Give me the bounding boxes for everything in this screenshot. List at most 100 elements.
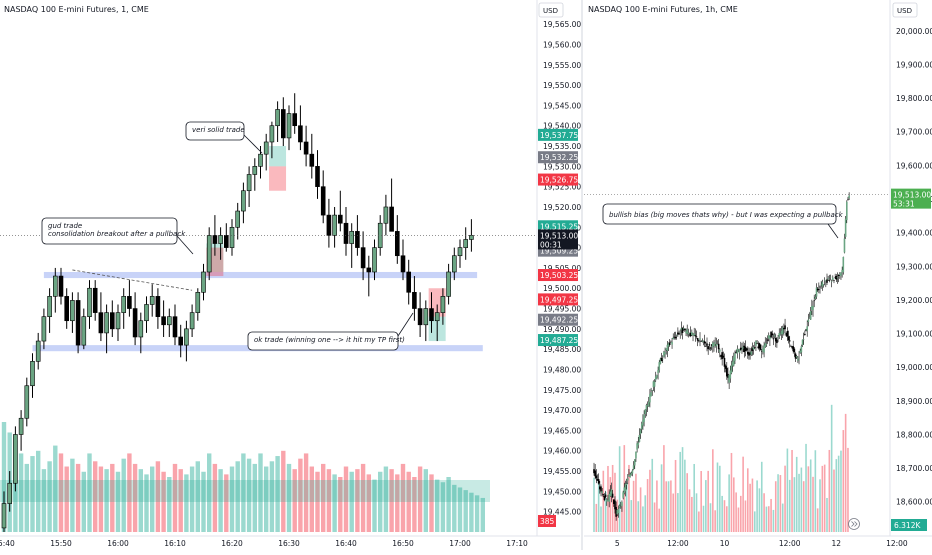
- candle-body: [190, 313, 194, 329]
- candle-body: [407, 272, 411, 292]
- y-tick-label: 19,455.00: [543, 467, 581, 476]
- candle-body: [76, 300, 80, 345]
- candle-body: [840, 273, 842, 276]
- volume-bar: [693, 464, 695, 532]
- volume-bar: [768, 506, 770, 532]
- candle-body: [401, 256, 405, 272]
- volume-bar: [679, 452, 681, 532]
- candle-body: [696, 336, 698, 337]
- y-tick-label: 19,530.00: [543, 162, 581, 171]
- y-tick-label: 19,400.00: [896, 229, 932, 238]
- volume-bar: [682, 447, 684, 532]
- price-tag-label: 19,492.25: [540, 316, 578, 325]
- candle-body: [184, 329, 188, 345]
- candle-body: [447, 272, 451, 296]
- price-tag-label: 19,487.25: [540, 336, 578, 345]
- candle-body: [179, 337, 183, 345]
- candle-body: [133, 309, 137, 337]
- y-tick-label: 19,520.00: [543, 203, 581, 212]
- candle-body: [676, 335, 678, 336]
- y-tick-label: 19,485.00: [543, 345, 581, 354]
- candle-body: [833, 280, 835, 281]
- candle-body: [830, 277, 832, 278]
- candle-body: [679, 332, 681, 333]
- volume-bar: [600, 507, 602, 532]
- volume-bar: [789, 480, 791, 532]
- candle-body: [70, 300, 74, 320]
- volume-bar: [826, 498, 828, 532]
- volume-bar: [745, 500, 747, 532]
- candle-body: [819, 287, 821, 288]
- volume-bar: [773, 510, 775, 532]
- candle-body: [812, 306, 814, 310]
- y-tick-label: 19,490.00: [543, 325, 581, 334]
- candle-body: [675, 337, 677, 338]
- candle-body: [644, 409, 646, 414]
- y-tick-label: 19,200.00: [896, 296, 932, 305]
- candle-body: [810, 311, 812, 320]
- volume-bar: [812, 477, 814, 532]
- candle-body: [600, 486, 602, 491]
- candle-body: [756, 343, 758, 344]
- candle-body: [281, 109, 285, 137]
- volume-bar: [819, 479, 821, 532]
- candle-body: [344, 223, 348, 243]
- volume-bar: [719, 466, 721, 532]
- candle-body: [384, 207, 388, 223]
- candle-body: [333, 215, 337, 235]
- candle-body: [327, 215, 331, 235]
- candle-body: [773, 338, 775, 339]
- y-tick-label: 19,900.00: [896, 60, 932, 69]
- x-tick-label: 16:30: [278, 539, 300, 548]
- candle-body: [59, 276, 63, 296]
- volume-bar: [747, 468, 749, 532]
- candle-body: [612, 494, 614, 498]
- x-tick-label: 10: [720, 539, 730, 548]
- candle-body: [721, 352, 723, 359]
- candle-body: [618, 509, 620, 513]
- candle-body: [637, 443, 639, 446]
- volume-bar: [684, 460, 686, 532]
- volume-bar: [689, 489, 691, 532]
- x-tick-label: 16:40: [335, 539, 357, 548]
- candle-body: [672, 338, 674, 339]
- candle-body: [731, 365, 733, 373]
- volume-bar: [749, 484, 751, 532]
- volume-bar: [696, 493, 698, 532]
- candle-body: [8, 483, 12, 503]
- candle-body: [390, 207, 394, 231]
- y-tick-label: 19,470.00: [543, 406, 581, 415]
- volume-bar: [759, 488, 761, 532]
- price-tag-label: 19,503.25: [540, 271, 578, 280]
- candle-body: [662, 359, 664, 360]
- candle-body: [264, 142, 268, 154]
- trade-stop-box: [269, 166, 286, 190]
- candle-body: [13, 434, 17, 483]
- x-tick-label: 12:00: [667, 539, 689, 548]
- x-tick-label: 5: [615, 539, 620, 548]
- volume-bar: [481, 498, 485, 532]
- volume-bar: [770, 499, 772, 532]
- volume-bar: [794, 477, 796, 532]
- candle-body: [684, 329, 686, 331]
- candle-body: [827, 278, 829, 279]
- volume-bar: [612, 465, 614, 532]
- candle-body: [669, 343, 671, 345]
- volume-bar: [654, 502, 656, 532]
- volume-bar: [805, 444, 807, 532]
- candle-body: [788, 336, 790, 340]
- candle-body: [698, 341, 700, 342]
- candle-body: [723, 356, 725, 358]
- volume-bar: [635, 474, 637, 532]
- candle-body: [766, 344, 768, 345]
- candle-body: [771, 333, 773, 335]
- candle-body: [412, 292, 416, 308]
- volume-bar: [754, 511, 756, 532]
- candle-body: [626, 484, 628, 485]
- candle-body: [173, 317, 177, 337]
- candle-body: [619, 506, 621, 508]
- right-chart-title: NASDAQ 100 E-mini Futures, 1h, CME: [588, 5, 738, 14]
- candle-body: [678, 333, 680, 334]
